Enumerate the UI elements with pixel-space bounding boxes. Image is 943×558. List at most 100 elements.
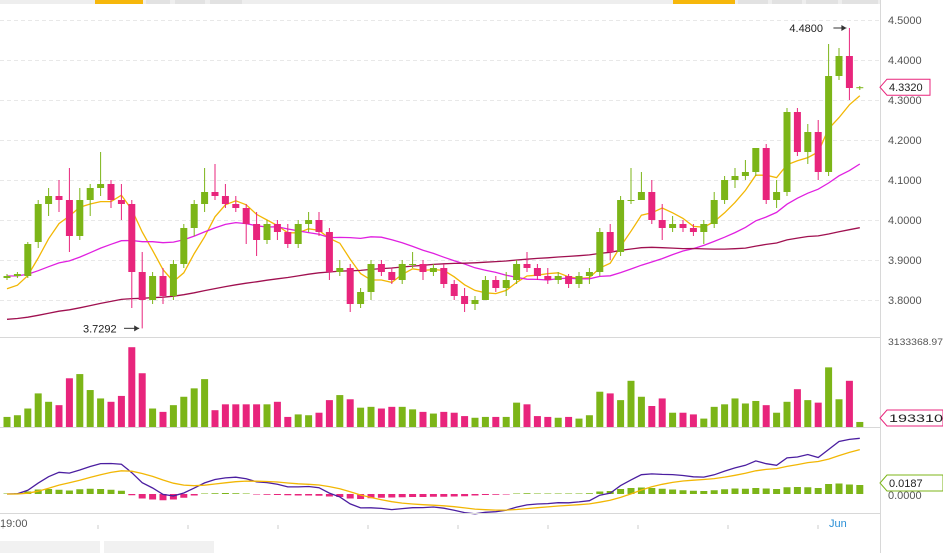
candle-body — [617, 200, 625, 252]
macd-bar — [180, 494, 188, 498]
candle-body — [409, 264, 417, 265]
price-annotations: 4.4800 3.7292 4.3320 193310 0.0187 — [83, 23, 943, 492]
macd-bar — [419, 494, 427, 497]
volume-bar — [825, 367, 833, 427]
macd-bar — [107, 489, 115, 494]
high-price-arrowhead — [841, 25, 847, 31]
macd-panel — [3, 437, 864, 515]
candle-body — [13, 274, 21, 276]
candle-body — [24, 244, 32, 276]
price-axis: 4.5000 4.4000 4.3000 4.2000 4.1000 4.0000 3.90… — [0, 15, 943, 530]
macd-bar — [45, 489, 53, 494]
candle-body — [502, 280, 510, 288]
macd-bar — [492, 494, 500, 495]
time-label: 19:00 — [0, 518, 28, 530]
volume-bar — [773, 412, 781, 427]
volume-bar — [305, 415, 313, 427]
macd-bar — [669, 489, 677, 494]
candle-body — [773, 192, 781, 200]
volume-bar — [357, 407, 365, 427]
volume-bar — [731, 398, 739, 427]
macd-bar — [242, 493, 250, 494]
macd-bar — [336, 494, 344, 497]
grid — [0, 20, 880, 529]
price-tick-label: 4.1000 — [888, 175, 922, 187]
bottom-tab[interactable] — [104, 541, 214, 553]
active-indicator-tab[interactable] — [673, 0, 735, 4]
candle-body — [585, 272, 593, 276]
interval-tab[interactable] — [146, 0, 170, 4]
interval-tab[interactable] — [175, 0, 205, 4]
bottom-tab[interactable] — [0, 541, 100, 553]
macd-bar — [856, 485, 864, 494]
volume-bar — [263, 404, 271, 427]
candle-body — [648, 192, 656, 220]
volume-bar — [13, 415, 21, 427]
candle-body — [169, 264, 177, 296]
price-tick-label: 3.8000 — [888, 295, 922, 307]
macd-bar — [117, 490, 125, 494]
volume-bar — [211, 410, 219, 427]
candle-body — [97, 184, 105, 188]
candle-body — [856, 87, 864, 89]
volume-bar — [637, 396, 645, 427]
candle-body — [346, 268, 354, 304]
macd-bar — [502, 494, 510, 495]
candle-body — [273, 224, 281, 232]
candle-body — [721, 180, 729, 200]
volume-bar — [710, 406, 718, 427]
candle-body — [263, 224, 271, 240]
volume-bar — [617, 400, 625, 427]
high-price-label: 4.4800 — [789, 23, 823, 35]
volume-bar — [138, 373, 146, 427]
candle-body — [658, 220, 666, 228]
macd-bar — [627, 488, 635, 494]
macd-bar — [793, 487, 801, 494]
interval-tab[interactable] — [210, 0, 242, 4]
volume-bar — [388, 406, 396, 427]
macd-bar — [325, 494, 333, 497]
macd-bar — [513, 493, 521, 494]
volume-bar — [793, 389, 801, 427]
macd-bar — [253, 494, 261, 495]
macd-bar — [294, 494, 302, 496]
low-price-arrowhead — [134, 325, 140, 332]
volume-bar — [741, 403, 749, 427]
volume-bar — [159, 411, 167, 427]
indicator-tab[interactable] — [738, 0, 768, 4]
candle-body — [752, 148, 760, 172]
macd-bar — [128, 494, 136, 496]
volume-bar — [752, 400, 760, 427]
macd-bar — [398, 494, 406, 498]
low-price-label: 3.7292 — [83, 323, 117, 335]
candle-body — [637, 192, 645, 200]
volume-bar — [450, 412, 458, 427]
active-interval-tab[interactable] — [95, 0, 143, 4]
volume-bar — [679, 412, 687, 427]
candle-body — [606, 232, 614, 252]
volume-bars — [3, 347, 864, 427]
price-tick-label: 3.9000 — [888, 255, 922, 267]
indicator-tab[interactable] — [842, 0, 878, 4]
macd-bar — [825, 484, 833, 494]
candle-body — [117, 200, 125, 204]
indicator-tab[interactable] — [806, 0, 838, 4]
macd-bar — [377, 494, 385, 498]
candle-body — [65, 200, 73, 236]
macd-bar — [169, 494, 177, 500]
candle-body — [180, 228, 188, 264]
macd-bar — [232, 493, 240, 494]
indicator-tab[interactable] — [772, 0, 802, 4]
macd-bar — [648, 488, 656, 494]
macd-bar — [86, 488, 94, 494]
candle-body — [388, 272, 396, 280]
volume-bar — [242, 404, 250, 427]
macd-bar — [710, 490, 718, 494]
volume-bar — [658, 398, 666, 427]
price-tick-label: 4.5000 — [888, 15, 922, 27]
volume-bar — [481, 416, 489, 427]
volume-bar — [700, 418, 708, 427]
volume-bar — [34, 393, 42, 427]
volume-bar — [55, 405, 63, 427]
